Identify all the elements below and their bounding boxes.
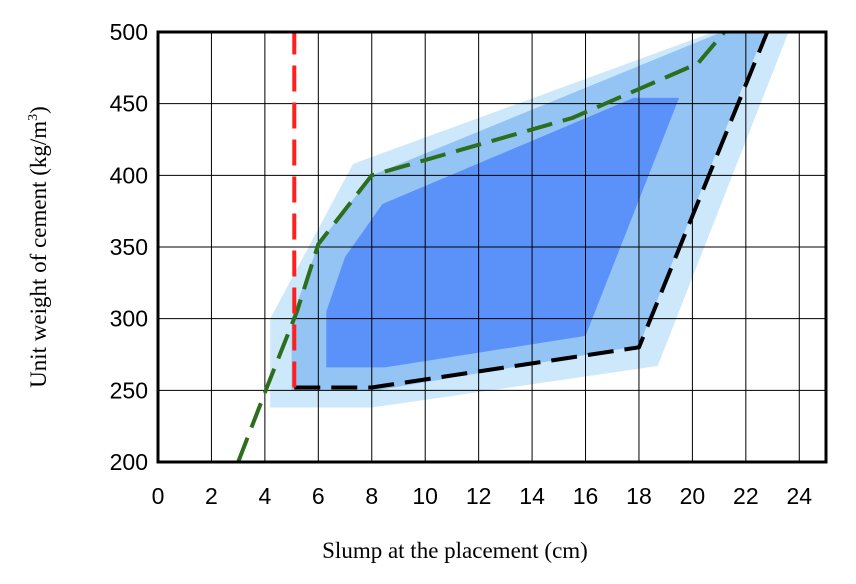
x-tick-label: 24 — [786, 483, 812, 509]
y-tick-label: 450 — [110, 91, 148, 117]
plot-frame — [156, 30, 828, 464]
x-tick-label: 0 — [152, 483, 165, 509]
y-axis-label-end: ) — [26, 106, 51, 114]
y-tick-label: 300 — [110, 306, 148, 332]
data-lines — [236, 30, 770, 463]
x-tick-label: 6 — [312, 483, 325, 509]
y-tick-label: 200 — [110, 449, 148, 475]
y-tick-label: 400 — [110, 162, 148, 188]
y-tick-label: 250 — [110, 377, 148, 403]
x-axis-label: Slump at the placement (cm) — [322, 538, 588, 563]
region-3 — [326, 97, 680, 368]
shaded-regions — [270, 32, 789, 408]
y-tick-label: 350 — [110, 234, 148, 260]
y-axis-label-superscript: 3 — [26, 114, 41, 121]
x-tick-label: 20 — [680, 483, 706, 509]
x-tick-label: 22 — [733, 483, 759, 509]
x-tick-label: 10 — [412, 483, 438, 509]
green-dashed-line — [236, 30, 726, 463]
y-axis-label: Unit weight of cement (kg/m3) — [26, 106, 51, 388]
x-tick-label: 4 — [258, 483, 271, 509]
x-tick-labels: 0 2 4 6 8 10 12 14 16 18 20 22 24 — [152, 483, 813, 509]
x-tick-label: 12 — [466, 483, 492, 509]
black-dashed-line — [294, 31, 770, 390]
y-axis-label-main: Unit weight of cement (kg/m — [26, 121, 51, 388]
x-tick-label: 8 — [365, 483, 378, 509]
x-tick-label: 16 — [573, 483, 599, 509]
x-tick-label: 2 — [205, 483, 218, 509]
y-tick-labels: 200 250 300 350 400 450 500 — [110, 19, 148, 475]
y-tick-label: 500 — [110, 19, 148, 45]
x-tick-label: 18 — [626, 483, 652, 509]
x-tick-label: 14 — [519, 483, 545, 509]
